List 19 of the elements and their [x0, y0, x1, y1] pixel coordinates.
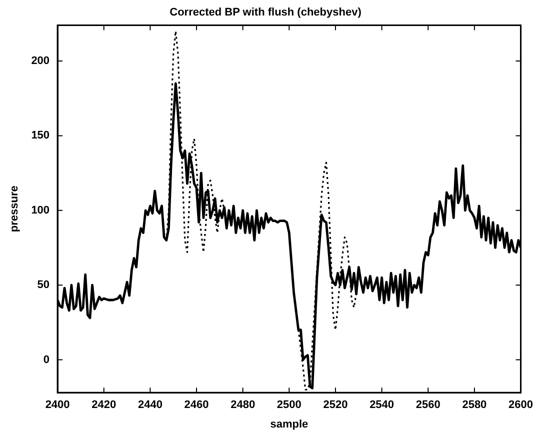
- y-tick-label: 200: [31, 55, 50, 68]
- x-tick-label: 2560: [416, 399, 440, 412]
- y-tick-label: 100: [31, 204, 50, 216]
- x-tick-label: 2600: [508, 399, 534, 412]
- y-tick-label: 50: [37, 279, 50, 292]
- x-tick-label: 2520: [323, 399, 348, 412]
- x-tick-label: 2500: [276, 399, 302, 412]
- x-tick-label: 2480: [230, 399, 256, 412]
- x-axis-title: sample: [270, 418, 308, 430]
- x-tick-label: 2420: [92, 399, 116, 412]
- x-tick-label: 2440: [138, 399, 162, 412]
- x-tick-label: 2400: [45, 399, 70, 412]
- x-tick-label: 2580: [462, 399, 487, 412]
- y-tick-label: 150: [31, 130, 50, 142]
- x-tick-label: 2460: [184, 399, 209, 412]
- y-tick-label: 0: [43, 354, 50, 366]
- x-tick-label: 2540: [370, 399, 394, 412]
- chart-title: Corrected BP with flush (chebyshev): [170, 6, 362, 19]
- y-axis-title: pressure: [8, 186, 21, 232]
